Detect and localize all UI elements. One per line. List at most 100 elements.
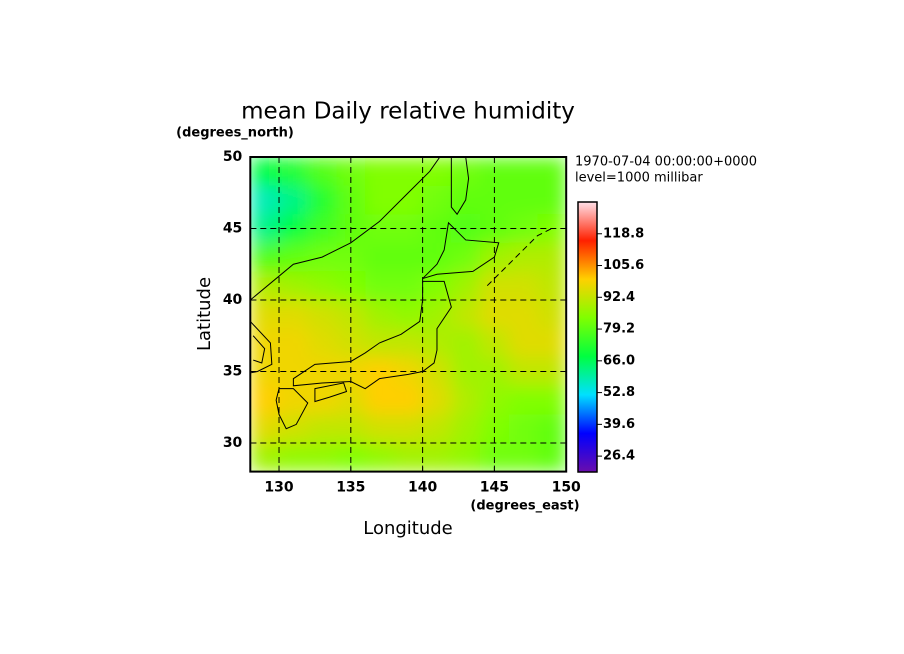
cell bbox=[451, 328, 481, 358]
colorbar-tick-label: 79.2 bbox=[603, 322, 635, 337]
coastline bbox=[276, 389, 308, 429]
cell bbox=[393, 300, 424, 330]
cell bbox=[451, 385, 481, 415]
cell bbox=[279, 271, 309, 301]
x-tick-label: 135 bbox=[336, 480, 365, 496]
cell bbox=[250, 242, 280, 272]
cell bbox=[537, 414, 567, 444]
chart-title: mean Daily relative humidity bbox=[241, 99, 575, 125]
annotation: 1970-07-04 00:00:00+0000 bbox=[575, 155, 757, 170]
cell bbox=[508, 385, 538, 415]
field bbox=[250, 157, 567, 472]
cell bbox=[422, 443, 452, 472]
cell bbox=[422, 185, 452, 215]
cell bbox=[250, 328, 280, 358]
y-axis-label: Latitude bbox=[194, 277, 215, 351]
cell bbox=[279, 414, 309, 444]
colorbar-tick-label: 105.6 bbox=[603, 258, 644, 273]
y-unit: (degrees_north) bbox=[176, 126, 294, 141]
y-tick-label: 50 bbox=[223, 149, 243, 165]
cell bbox=[365, 157, 395, 187]
cell bbox=[365, 271, 395, 301]
cell bbox=[508, 157, 538, 187]
cell bbox=[508, 443, 538, 472]
cell bbox=[365, 242, 395, 272]
y-tick-label: 40 bbox=[223, 292, 243, 308]
cell bbox=[508, 300, 538, 330]
cell bbox=[279, 157, 309, 187]
cell bbox=[393, 414, 424, 444]
cell bbox=[537, 271, 567, 301]
cell bbox=[279, 328, 309, 358]
cell bbox=[537, 328, 567, 358]
x-tick-label: 130 bbox=[264, 480, 293, 496]
x-tick-label: 145 bbox=[480, 480, 509, 496]
coastline bbox=[250, 157, 440, 300]
coastline bbox=[293, 281, 451, 388]
coastline bbox=[250, 321, 272, 372]
cell bbox=[279, 185, 309, 215]
cell bbox=[393, 357, 424, 387]
cell bbox=[307, 414, 337, 444]
cell bbox=[393, 385, 424, 415]
cell bbox=[307, 300, 337, 330]
cell bbox=[393, 214, 424, 244]
cell bbox=[537, 185, 567, 215]
cell bbox=[451, 242, 481, 272]
cell bbox=[307, 157, 337, 187]
cell bbox=[307, 443, 337, 472]
y-tick-label: 45 bbox=[223, 221, 242, 237]
colorbar-tick-label: 39.6 bbox=[603, 417, 635, 432]
cell bbox=[422, 414, 452, 444]
cell bbox=[451, 414, 481, 444]
cell bbox=[393, 242, 424, 272]
cell bbox=[422, 357, 452, 387]
cell bbox=[480, 300, 510, 330]
cell bbox=[250, 157, 280, 187]
cell bbox=[250, 185, 280, 215]
cell bbox=[365, 414, 395, 444]
cell bbox=[279, 385, 309, 415]
cell bbox=[279, 242, 309, 272]
coastlines bbox=[250, 157, 552, 429]
cell bbox=[250, 443, 280, 472]
cell bbox=[480, 271, 510, 301]
cell bbox=[279, 300, 309, 330]
cell bbox=[250, 300, 280, 330]
annotation: level=1000 millibar bbox=[575, 171, 703, 186]
colorbar-tick-label: 92.4 bbox=[603, 290, 635, 305]
cell bbox=[250, 414, 280, 444]
cell bbox=[393, 157, 424, 187]
colorbar-tick-label: 118.8 bbox=[603, 226, 644, 241]
cell bbox=[537, 157, 567, 187]
cell bbox=[422, 271, 452, 301]
cell bbox=[307, 185, 337, 215]
cell bbox=[365, 300, 395, 330]
colorbar-tick-label: 66.0 bbox=[603, 353, 635, 368]
cell bbox=[393, 185, 424, 215]
cell bbox=[537, 443, 567, 472]
cell bbox=[307, 328, 337, 358]
cell bbox=[422, 300, 452, 330]
cell bbox=[365, 443, 395, 472]
cell bbox=[508, 242, 538, 272]
colorbar-fill bbox=[577, 201, 598, 473]
cell bbox=[365, 185, 395, 215]
cell bbox=[537, 385, 567, 415]
cell bbox=[422, 385, 452, 415]
cell bbox=[508, 414, 538, 444]
x-unit: (degrees_east) bbox=[470, 499, 579, 514]
plot-frame bbox=[249, 156, 568, 473]
cell bbox=[422, 214, 452, 244]
cell bbox=[393, 328, 424, 358]
cell bbox=[537, 242, 567, 272]
y-tick-label: 35 bbox=[223, 364, 242, 380]
cell bbox=[451, 443, 481, 472]
y-tick-label: 30 bbox=[223, 435, 243, 451]
cell bbox=[279, 443, 309, 472]
boundary bbox=[487, 228, 552, 285]
x-tick-label: 150 bbox=[552, 480, 581, 496]
coastline bbox=[423, 223, 499, 279]
cells bbox=[250, 157, 567, 472]
